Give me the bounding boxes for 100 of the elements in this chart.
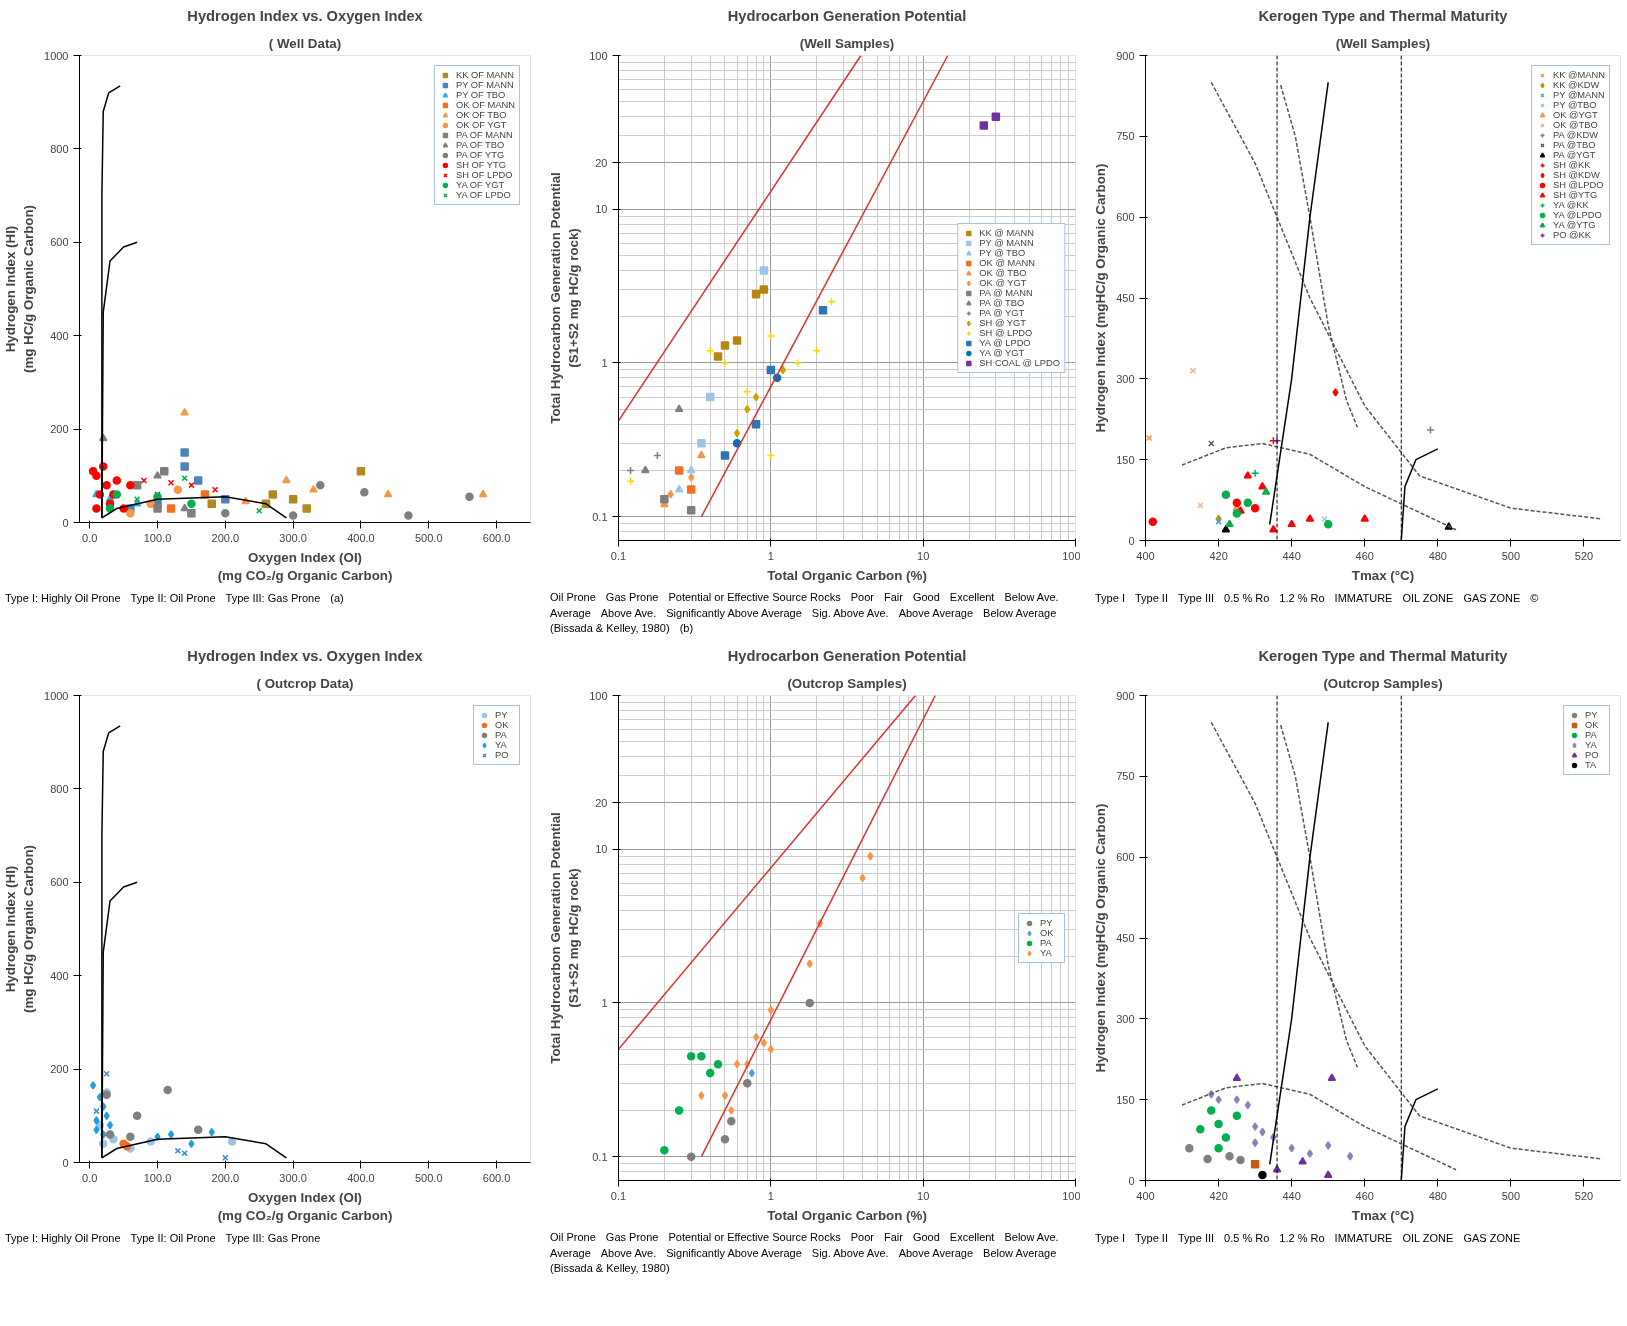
legend-label: YA OF YGT (455, 180, 505, 190)
text: Type II (1134, 591, 1168, 606)
text: Above Ave. (600, 605, 657, 621)
text: (b) (679, 621, 694, 637)
chart-subtitle: (Outcrop Samples) (1323, 675, 1443, 691)
legend-label: SH COAL @ LPDO (979, 357, 1060, 368)
legend-label: OK @YGT (1553, 110, 1598, 120)
x-tick-label: 0.1 (610, 549, 627, 562)
y-tick-label: 0 (1128, 1174, 1135, 1187)
text: Average (550, 1245, 591, 1261)
y-tick-label: 600 (1116, 851, 1135, 864)
chart-title: Hydrocarbon Generation Potential (727, 7, 967, 24)
chart-title: Kerogen Type and Thermal Maturity (1258, 7, 1509, 24)
text: Below Average (983, 1245, 1057, 1261)
text: Type III: Gas Prone (225, 1231, 321, 1246)
legend-label: YA @YTG (1553, 220, 1596, 230)
text: OIL ZONE (1402, 591, 1454, 606)
x-tick-label: 1 (767, 549, 774, 562)
legend-label: KK @ MANN (979, 227, 1034, 238)
legend-label: YA @ LPDO (979, 337, 1031, 348)
legend-label: PA OF TBO (455, 140, 505, 150)
legend-label: YA @KK (1553, 200, 1589, 210)
text: Above Ave. (600, 1245, 657, 1261)
y-axis-title: Total Hydrocarbon Generation Potential (S1+S2 mg HC/g rock) (548, 812, 582, 1064)
legend-label: PA @YGT (1553, 150, 1596, 160)
x-tick-label: 520 (1574, 549, 1594, 562)
x-tick-label: 0.0 (82, 531, 98, 544)
text: Type II (1134, 1231, 1168, 1246)
legend-label: PO @KK (1553, 230, 1591, 240)
x-tick-label: 600.0 (482, 1171, 511, 1184)
chart-title: Hydrogen Index vs. Oxygen Index (187, 647, 424, 664)
x-tick-label: 480 (1428, 1189, 1447, 1202)
x-tick-label: 400 (1136, 1189, 1155, 1202)
legend-label: OK OF YGT (455, 120, 507, 130)
text: Type II: Oil Prone (130, 1231, 216, 1246)
text: Significantly Above Average (666, 605, 802, 621)
legend-label: PA @ MANN (979, 287, 1033, 298)
text: Type I (1095, 1231, 1125, 1246)
x-tick-label: 0.0 (82, 1171, 98, 1184)
legend-label: PA @ TBO (979, 297, 1025, 308)
legend-label: PY (1585, 710, 1599, 720)
x-tick-label: 440 (1282, 549, 1301, 562)
x-tick-label: 500.0 (415, 1171, 443, 1184)
legend-label: SH @KDW (1553, 170, 1600, 180)
text: 0.5 % Ro (1224, 591, 1270, 606)
x-tick-label: 520 (1574, 1189, 1594, 1202)
text: Type III (1178, 591, 1215, 606)
x-tick-label: 500 (1501, 1189, 1521, 1202)
y-tick-label: 600 (1116, 211, 1135, 224)
legend-label: PY @TBO (1553, 100, 1597, 110)
x-tick-label: 10 (917, 1189, 930, 1202)
legend-label: PA (1585, 730, 1598, 740)
chart-title: Kerogen Type and Thermal Maturity (1258, 647, 1509, 664)
x-tick-label: 100.0 (143, 1171, 172, 1184)
y-tick-label: 600 (50, 236, 69, 249)
text: (Bissada & Kelley, 1980) (550, 621, 670, 637)
y-tick-label: 400 (50, 969, 69, 982)
y-tick-label: 100 (589, 49, 608, 62)
legend-label: PA OF MANN (455, 130, 513, 140)
y-tick-label: 200 (50, 1063, 69, 1076)
x-tick-label: 420 (1209, 549, 1228, 562)
y-tick-label: 0.1 (592, 1150, 608, 1163)
legend-label: PO (495, 750, 510, 760)
text: 0.5 % Ro (1224, 1231, 1270, 1246)
legend-label: PA @ YGT (979, 307, 1025, 318)
y-tick-label: 600 (50, 876, 69, 889)
text: Type II: Oil Prone (130, 591, 216, 606)
text: Above Average (898, 605, 974, 621)
text: Good (912, 590, 940, 605)
y-tick-label: 0 (62, 1156, 69, 1169)
legend-label: SH @KK (1553, 160, 1591, 170)
text: © (1530, 591, 1539, 606)
legend-label: PY @MANN (1553, 90, 1605, 100)
text: Sig. Above Ave. (811, 605, 889, 621)
legend-label: SH OF YTG (455, 160, 507, 170)
text: Oil Prone (550, 1230, 596, 1245)
x-axis-title: Total Organic Carbon (%) (767, 1207, 927, 1223)
y-tick-label: 750 (1116, 130, 1135, 143)
text: Below Average (983, 605, 1057, 621)
y-tick-label: 150 (1116, 1093, 1135, 1106)
x-tick-label: 1 (767, 1189, 774, 1202)
x-tick-label: 500.0 (415, 531, 443, 544)
text: Potential or Effective Source Rocks (668, 1230, 841, 1245)
text: OIL ZONE (1402, 1231, 1454, 1246)
legend-label: PO (1585, 750, 1600, 760)
legend-label: SH @ LPDO (979, 327, 1033, 338)
legend-label: SH @LPDO (1553, 180, 1604, 190)
text: Type I: Highly Oil Prone (5, 591, 121, 606)
chart-subtitle: (Well Samples) (1335, 35, 1431, 51)
x-tick-label: 300.0 (279, 531, 307, 544)
legend-label: OK (1585, 720, 1600, 730)
text: Poor (850, 590, 874, 605)
x-axis-title: Oxygen Index (OI) (mg CO₂/g Organic Carbon) (217, 1189, 393, 1223)
text: (Bissada & Kelley, 1980) (550, 1261, 670, 1277)
y-tick-label: 300 (1116, 372, 1135, 385)
x-axis-title: Oxygen Index (OI) (mg CO₂/g Organic Carbon) (217, 549, 393, 583)
y-tick-label: 750 (1116, 770, 1135, 783)
legend-label: KK @KDW (1553, 80, 1600, 90)
legend-label: PY (1040, 917, 1054, 928)
x-tick-label: 600.0 (482, 531, 511, 544)
